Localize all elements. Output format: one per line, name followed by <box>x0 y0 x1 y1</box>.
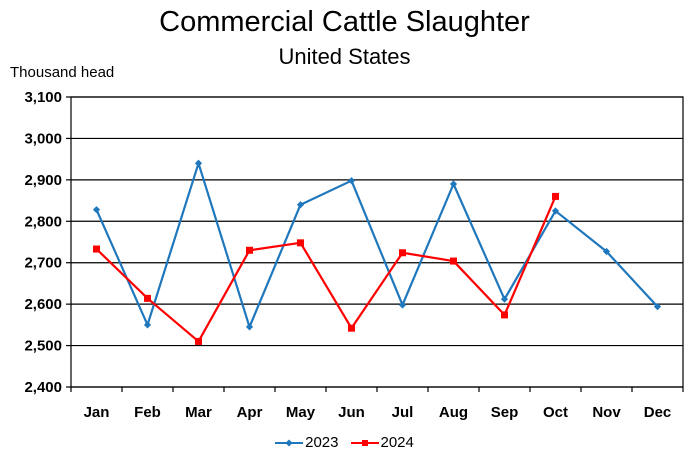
x-tick-label: Sep <box>491 404 519 421</box>
x-tick-label: May <box>286 404 316 421</box>
data-point-2024 <box>246 246 253 254</box>
chart-title: Commercial Cattle Slaughter <box>159 6 530 38</box>
x-tick-label: Jul <box>392 404 414 421</box>
data-point-2023 <box>551 207 560 215</box>
legend-swatch-2024 <box>350 440 379 446</box>
y-axis-ticks: 2,400 2,500 2,600 2,700 2,800 2,900 3,000 3,100 <box>24 89 71 396</box>
data-point-2024 <box>399 249 406 257</box>
plot-border <box>70 96 684 388</box>
y-tick-label: 2,400 <box>24 379 62 396</box>
data-point-2024 <box>501 311 508 319</box>
x-tick-label: Nov <box>592 404 621 421</box>
data-point-2024 <box>195 337 202 345</box>
data-point-2024 <box>144 294 151 302</box>
data-point-2024 <box>348 324 355 332</box>
legend-item-2023: 2023 <box>275 434 339 452</box>
data-point-2023 <box>245 323 254 331</box>
series-markers <box>92 159 662 345</box>
data-point-2023 <box>347 177 356 185</box>
x-tick-label: Dec <box>644 404 672 421</box>
data-point-2023 <box>92 206 101 214</box>
x-tick-label: Mar <box>185 404 212 421</box>
y-tick-label: 2,700 <box>24 255 62 272</box>
legend: 2023 2024 <box>0 434 689 452</box>
legend-item-2024: 2024 <box>350 434 414 452</box>
y-tick-label: 3,000 <box>24 130 62 147</box>
x-tick-label: Aug <box>439 404 468 421</box>
y-tick-label: 2,500 <box>24 338 62 355</box>
series-line-2023 <box>95 162 659 329</box>
y-tick-label: 2,600 <box>24 296 62 313</box>
data-point-2023 <box>296 201 305 209</box>
y-tick-label: 3,100 <box>24 89 62 106</box>
data-point-2023 <box>500 295 509 303</box>
legend-label-2023: 2023 <box>305 434 339 451</box>
x-tick-label: Jan <box>84 404 110 421</box>
series-line-2024 <box>95 195 557 343</box>
legend-swatch-2023 <box>275 439 304 447</box>
data-point-2024 <box>450 257 457 265</box>
data-point-2023 <box>602 247 611 256</box>
data-point-2023 <box>194 159 203 167</box>
data-point-2023 <box>143 321 152 329</box>
x-tick-label: Feb <box>134 404 161 421</box>
data-point-2024 <box>552 192 559 200</box>
x-tick-label: Apr <box>237 404 263 421</box>
x-tick-label: Oct <box>543 404 568 421</box>
data-point-2023 <box>449 180 458 188</box>
legend-label-2024: 2024 <box>380 434 414 451</box>
x-tick-label: Jun <box>338 404 365 421</box>
x-axis-ticks: Jan Feb Mar Apr May Jun Jul Aug Sep Oct Nov Dec <box>70 387 684 421</box>
series-lines <box>95 162 659 343</box>
data-point-2024 <box>93 245 100 253</box>
y-axis-label: Thousand head <box>10 64 115 81</box>
y-tick-label: 2,900 <box>24 172 62 189</box>
chart-subtitle: United States <box>278 44 411 69</box>
data-point-2024 <box>297 239 304 247</box>
data-point-2023 <box>653 303 662 311</box>
y-tick-label: 2,800 <box>24 213 62 230</box>
data-point-2023 <box>398 301 407 309</box>
